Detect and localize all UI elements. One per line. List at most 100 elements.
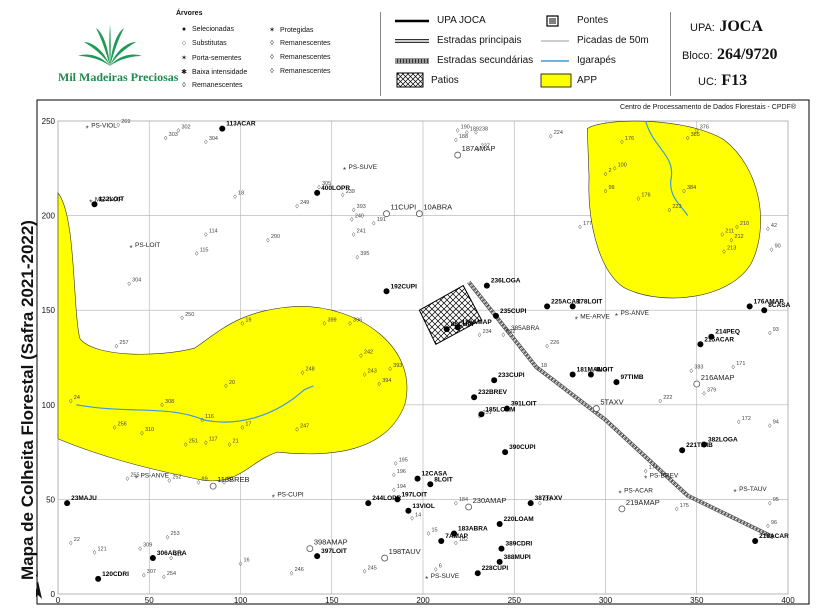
uc-label: UC:	[698, 76, 717, 88]
remaining-tree-label: 254	[167, 571, 176, 577]
remaining-tree-icon	[238, 561, 243, 567]
remaining-tree: 212	[729, 234, 744, 243]
tree-marker: 178LOIT	[569, 298, 602, 310]
tree-marker: * PS-ACAR	[619, 488, 654, 499]
remaining-tree: 188	[454, 134, 468, 143]
remaining-tree-label: 191	[377, 217, 386, 223]
remaining-tree-icon	[667, 207, 672, 213]
selected-tree-icon	[502, 449, 509, 456]
remaining-tree-icon	[289, 570, 294, 576]
remaining-tree-label: 94	[773, 420, 779, 426]
patio	[418, 284, 483, 345]
tree-marker: 181MANG	[569, 367, 607, 378]
remaining-tree-icon	[355, 254, 360, 260]
y-tick-label: 100	[42, 401, 56, 410]
remaining-tree-label: 212	[734, 234, 743, 240]
remaining-tree-label: 222	[663, 395, 672, 401]
remaining-tree-label: 238	[479, 126, 488, 132]
legend-divider	[380, 12, 381, 96]
remaining-tree-icon	[393, 461, 398, 466]
legend-item-porta-sementes: ✶ Porta-sementes	[178, 54, 241, 62]
substitute-tree-icon	[465, 503, 473, 511]
remaining-tree-icon	[163, 135, 168, 141]
remaining-tree-label: 240	[355, 213, 364, 219]
remaining-tree-icon	[694, 128, 699, 133]
remaining-tree-icon	[68, 398, 73, 404]
selected-tree-icon	[527, 500, 534, 507]
remaining-tree: 393	[388, 363, 402, 372]
substitute-tree-icon: ○	[181, 40, 187, 47]
remaining-tree: 95	[767, 497, 779, 506]
tree-label: 385ABRA	[511, 325, 540, 332]
remaining-tree-icon	[548, 133, 553, 139]
remaining-tree-icon	[140, 430, 144, 436]
tree-marker: 122LOIT	[91, 196, 124, 208]
selected-tree-icon	[697, 341, 704, 348]
tree-label: PS-ANVE	[620, 310, 649, 317]
legend-item-baixa-intensidade: ✱ Baixa intensidade	[178, 68, 247, 76]
selected-tree-icon	[427, 481, 434, 488]
remaining-tree: 239	[340, 189, 355, 198]
tree-label: 244LOPR	[372, 495, 401, 502]
selected-tree-icon	[314, 553, 321, 560]
remaining-tree: 257	[114, 340, 129, 349]
tree-label: 198TAUV	[389, 547, 421, 556]
remaining-tree: 211	[720, 229, 734, 237]
tree-label: 398AMAP	[314, 538, 348, 547]
remaining-tree-label: 309	[143, 543, 152, 549]
remaining-tree-label: 195	[399, 457, 408, 463]
remaining-tree: 94	[767, 420, 779, 429]
tree-label: 214PEQ	[715, 329, 740, 336]
tree-label: 192CUPI	[391, 283, 418, 290]
logo-text: Mil Madeiras Preciosas	[58, 70, 179, 84]
remaining-tree: 240	[350, 213, 364, 222]
tree-marker: 192CUPI	[383, 283, 418, 295]
tree-marker: 187AMAP	[454, 144, 495, 159]
remaining-tree: 246	[289, 567, 304, 576]
remaining-tree-icon: ◊	[270, 68, 274, 75]
remaining-tree: 383	[689, 365, 703, 374]
remaining-tree-label: 227	[543, 497, 552, 503]
tree-marker: 120CDRI	[95, 571, 129, 582]
tree-label: 118BREB	[217, 475, 249, 484]
remaining-tree-icon	[167, 478, 172, 483]
tree-marker: 228CUPI	[474, 565, 508, 577]
tree-label: 220LOAM	[504, 516, 534, 523]
tree-marker: * ME-ARVE	[575, 314, 611, 325]
selected-tree-icon	[701, 441, 708, 448]
remaining-tree: 224	[548, 130, 563, 139]
remaining-tree-icon	[674, 506, 679, 512]
remaining-tree: 379	[702, 387, 716, 396]
remaining-tree: 243	[362, 369, 377, 377]
remaining-tree-label: 6	[439, 563, 442, 569]
remaining-tree-icon	[455, 128, 460, 133]
tree-marker: 382LOGA	[701, 437, 738, 448]
remaining-tree-label: 172	[742, 416, 751, 422]
remaining-tree: 90	[769, 244, 781, 253]
remaining-tree-label: 249	[300, 200, 309, 206]
remaining-tree: 2	[603, 168, 612, 177]
tree-marker: 186AMAP	[454, 319, 492, 331]
north-arrow: N	[32, 569, 42, 599]
roads	[467, 280, 775, 540]
selected-tree-icon	[478, 411, 485, 418]
tree-label: 7AMAP	[445, 533, 468, 540]
y-tick-label: 200	[42, 212, 56, 221]
remaining-tree: 117	[204, 437, 218, 446]
remaining-tree-icon	[204, 232, 208, 237]
legend-upa-label: UPA JOCA	[437, 15, 486, 26]
tree-label: 225ACAR	[551, 298, 581, 305]
tree-marker: 215ACAR	[697, 336, 734, 348]
remaining-tree-icon	[204, 440, 208, 446]
remaining-tree: 16	[238, 558, 250, 567]
remaining-tree-icon	[720, 232, 725, 237]
legend-item-substitutas: ○ Substitutas	[178, 40, 227, 47]
remaining-tree-icon	[474, 129, 478, 135]
tree-legend: Árvores ● Selecionadas ○ Substitutas ✶ P…	[170, 10, 375, 98]
remaining-tree: 234	[477, 329, 492, 338]
remaining-tree-icon	[300, 370, 305, 376]
seed-tree-icon: *	[135, 475, 138, 484]
company-logo: Mil Madeiras Preciosas	[58, 22, 179, 92]
tree-marker: 23MAJU	[64, 495, 97, 507]
remaining-tree-icon	[388, 366, 392, 372]
